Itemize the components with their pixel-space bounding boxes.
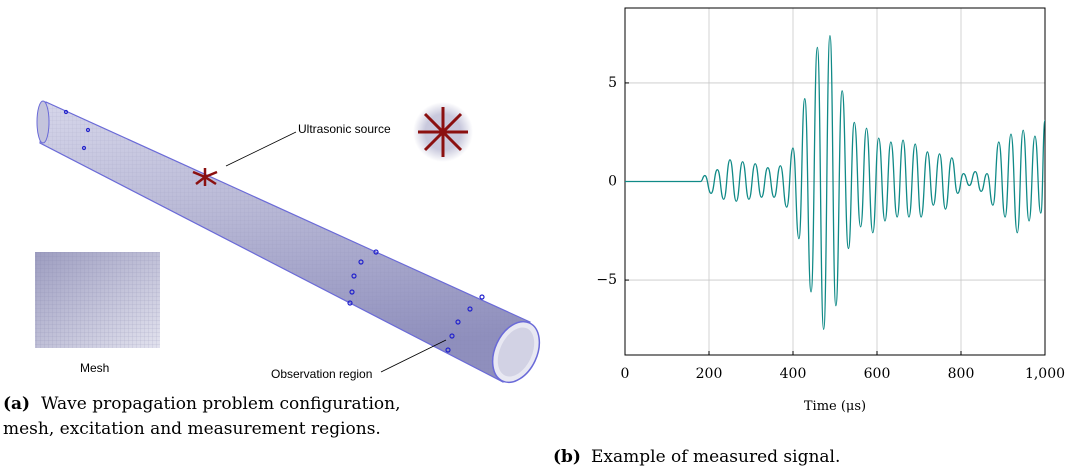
- x-axis-label: Time (μs): [804, 399, 866, 414]
- x-tick-label: 600: [864, 366, 891, 382]
- caption-tag: (a): [3, 394, 30, 414]
- x-tick-label: 1,000: [1025, 366, 1065, 382]
- y-tick-label: 5: [608, 75, 617, 91]
- caption-line: Wave propagation problem configuration,: [41, 394, 400, 414]
- observation-label: Observation region: [271, 367, 372, 381]
- source-label: Ultrasonic source: [298, 122, 391, 136]
- caption-line: mesh, excitation and measurement regions…: [3, 419, 381, 439]
- x-tick-label: 0: [621, 366, 630, 382]
- source-inset: [413, 102, 473, 162]
- plot: 0 200 400 600 800 1,000 −5 0 5: [596, 7, 1065, 382]
- x-tick-label: 800: [948, 366, 975, 382]
- signal-line: [624, 34, 1046, 331]
- x-tick-label: 400: [780, 366, 807, 382]
- y-tick-label: 0: [608, 174, 617, 190]
- caption-text: Example of measured signal.: [591, 447, 840, 467]
- x-tick-label: 200: [696, 366, 723, 382]
- caption-tag: (b): [553, 447, 581, 467]
- pipe: [36, 100, 541, 384]
- mesh-label: Mesh: [80, 361, 109, 375]
- y-tick-label: −5: [596, 272, 617, 288]
- mesh-inset: [35, 252, 160, 348]
